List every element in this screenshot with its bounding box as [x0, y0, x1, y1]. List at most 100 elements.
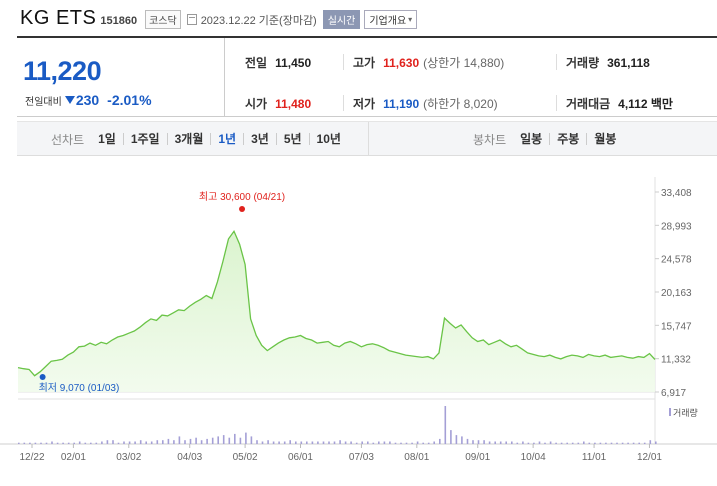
volume-bar — [333, 441, 336, 444]
x-tick-label: 12/22 — [19, 452, 44, 463]
stock-header: KG ETS 151860 코스닥 2023.12.22 기준(장마감) 실시간… — [20, 6, 418, 30]
volume-bar — [250, 436, 253, 444]
stat-sub: (하한가 8,020) — [423, 97, 498, 111]
volume-bar — [222, 435, 225, 444]
volume-bar — [106, 440, 109, 444]
quote-panel: 11,220 전일대비 230 -2.01% 전일 11,450 고가 11,6… — [17, 36, 717, 117]
volume-bar — [162, 440, 164, 444]
volume-bar — [67, 442, 70, 444]
volume-bar — [200, 440, 203, 444]
volume-bar — [289, 440, 291, 444]
volume-bar — [461, 436, 463, 444]
price-chart-svg: 33,408 28,993 24,578 20,163 15,747 11,332 6,91… — [0, 177, 717, 463]
candle-chart-label: 봉차트 — [473, 132, 507, 147]
period-3m[interactable]: 3개월 — [166, 133, 211, 145]
volume-legend-label: 거래량 — [673, 407, 698, 418]
down-arrow-icon — [64, 96, 75, 104]
change-amount: 230 — [75, 92, 100, 108]
volume-bar — [516, 442, 519, 444]
volume-bar — [51, 441, 53, 444]
volume-bar — [560, 442, 563, 444]
stat-value: 361,118 — [607, 55, 650, 70]
volume-bar — [344, 441, 347, 444]
volume-bar — [610, 442, 613, 444]
volume-bar — [317, 441, 319, 444]
volume-bar — [62, 442, 64, 444]
volume-bar — [621, 442, 624, 444]
volume-bar — [206, 438, 208, 444]
y-tick-label: 24,578 — [661, 255, 692, 266]
stat-high: 고가 11,630 (상한가 14,880) — [353, 54, 504, 71]
line-chart-label: 선차트 — [51, 132, 85, 147]
volume-bar — [328, 441, 330, 444]
stat-prev-close: 전일 11,450 — [245, 54, 311, 71]
volume-bar — [367, 441, 369, 444]
chart-period-bar: 선차트 1일 1주일 3개월 1년 3년 5년 10년 봉차트 일봉 주봉 월봉 — [17, 121, 717, 156]
volume-bar — [511, 441, 513, 444]
x-tick-label: 05/02 — [233, 452, 258, 463]
stat-value: 4,112 백만 — [618, 97, 673, 111]
volume-bar — [555, 442, 557, 444]
volume-bar — [256, 440, 258, 444]
volume-bar — [499, 441, 502, 444]
volume-bar — [594, 442, 596, 444]
high-marker — [239, 206, 246, 212]
quote-date: 2023.12.22 기준(장마감) — [200, 15, 317, 27]
y-tick-label: 15,747 — [661, 321, 692, 332]
volume-bar — [112, 440, 114, 444]
volume-bar — [339, 440, 341, 444]
volume-bar — [450, 430, 452, 444]
volume-bar — [394, 442, 397, 444]
volume-bar — [538, 441, 541, 444]
period-3y[interactable]: 3년 — [243, 133, 276, 145]
candle-daily[interactable]: 일봉 — [520, 132, 543, 146]
quote-stats: 전일 11,450 고가 11,630 (상한가 14,880) 거래량 361… — [226, 38, 717, 117]
period-10y[interactable]: 10년 — [308, 133, 348, 145]
volume-bar — [411, 442, 413, 444]
volume-bar — [583, 441, 585, 444]
stat-label: 전일 — [245, 56, 268, 70]
x-tick-label: 08/01 — [404, 452, 429, 463]
volume-bar — [45, 442, 48, 444]
divider — [556, 54, 557, 70]
volume-bar — [117, 442, 120, 444]
volume-bar — [638, 442, 640, 444]
stat-sub: (상한가 14,880) — [423, 56, 505, 70]
volume-bar — [173, 440, 175, 444]
volume-bar — [472, 440, 474, 444]
x-tick-label: 04/03 — [177, 452, 202, 463]
x-tick-label: 03/02 — [116, 452, 141, 463]
volume-bar — [577, 442, 580, 444]
volume-bar — [588, 442, 591, 444]
period-1d[interactable]: 1일 — [98, 132, 116, 146]
period-1w[interactable]: 1주일 — [122, 133, 167, 145]
candle-weekly[interactable]: 주봉 — [549, 133, 586, 145]
x-tick-label: 12/01 — [637, 452, 662, 463]
candle-monthly[interactable]: 월봉 — [586, 133, 623, 145]
period-5y[interactable]: 5년 — [275, 133, 309, 145]
volume-bar — [350, 441, 352, 444]
company-overview-dropdown[interactable]: 기업개요 ▾ — [364, 10, 418, 29]
volume-bar — [655, 441, 657, 444]
volume-bar — [427, 442, 430, 444]
divider — [556, 95, 557, 111]
volume-bar — [616, 442, 618, 444]
volume-bar — [566, 442, 568, 444]
price-area-fill — [18, 231, 655, 392]
market-badge: 코스닥 — [145, 10, 181, 29]
volume-bar — [527, 442, 530, 444]
volume-bar — [383, 441, 386, 444]
volume-bar — [439, 438, 441, 444]
volume-bar — [73, 442, 75, 444]
realtime-button[interactable]: 실시간 — [322, 10, 361, 29]
volume-bar — [544, 442, 546, 444]
volume-bar — [389, 441, 391, 444]
volume-bar — [422, 442, 424, 444]
divider — [343, 95, 344, 111]
stat-value: 11,190 — [383, 96, 420, 111]
volume-bar — [239, 437, 242, 444]
period-1y[interactable]: 1년 — [210, 133, 243, 145]
volume-bar — [477, 440, 480, 444]
volume-bar — [56, 442, 59, 444]
volume-bar — [29, 442, 31, 444]
